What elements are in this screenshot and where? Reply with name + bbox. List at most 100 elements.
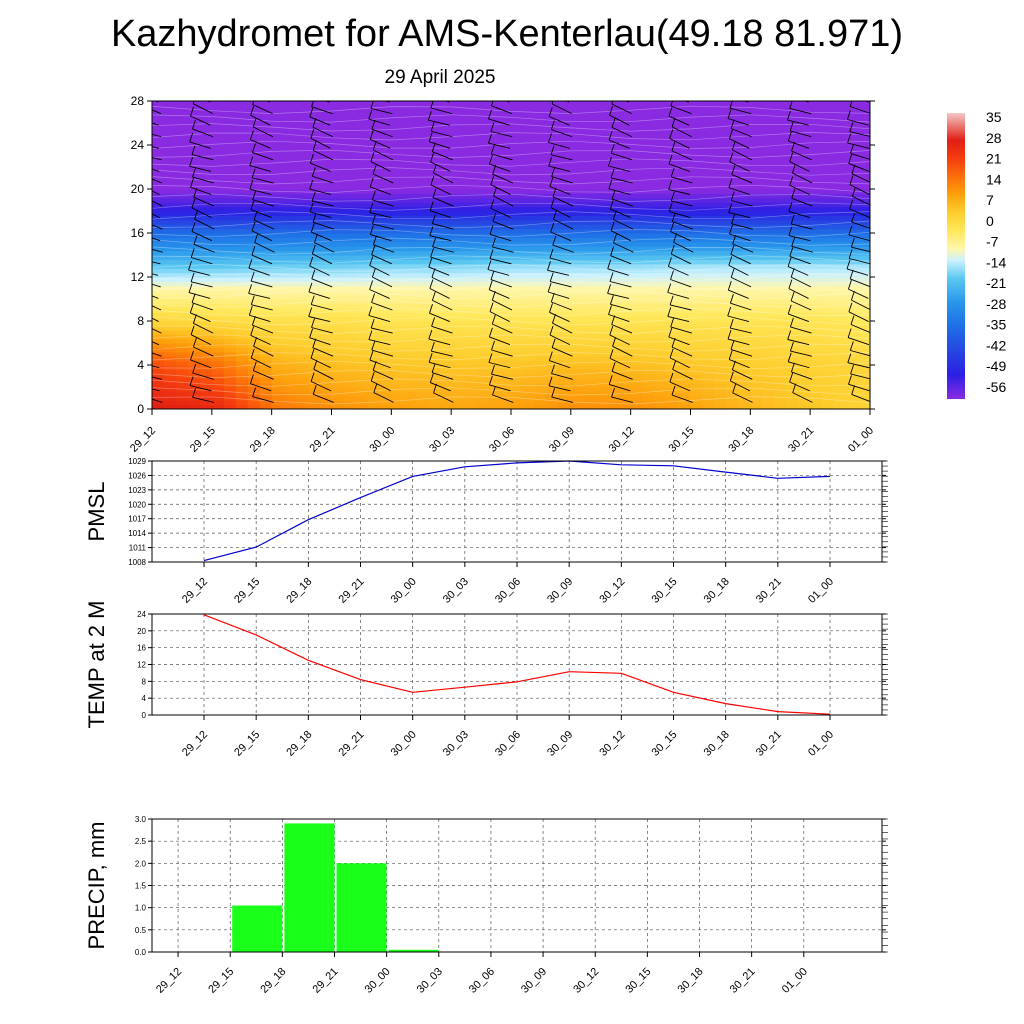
heatmap-cell	[534, 118, 548, 124]
wind-barb-shaft	[612, 345, 633, 357]
heatmap-cell	[331, 215, 345, 221]
heatmap-cell	[271, 162, 285, 168]
heatmap-cell	[163, 131, 177, 137]
heatmap-cell	[714, 171, 727, 177]
wind-barb-shaft	[790, 130, 812, 138]
heatmap-cell	[606, 153, 620, 159]
heatmap-cell	[163, 153, 177, 159]
heatmap-cell	[451, 246, 464, 252]
heatmap-cell	[152, 382, 165, 388]
heatmap-cell	[858, 180, 870, 186]
heatmap-cell	[163, 233, 177, 238]
heatmap-cell	[546, 299, 560, 304]
heatmap-cell	[307, 233, 321, 238]
heatmap-cell	[654, 140, 668, 146]
heatmap-cell	[522, 145, 536, 150]
wind-barb-shaft	[847, 337, 870, 346]
heatmap-cell	[235, 215, 249, 221]
heatmap-cell	[558, 114, 572, 120]
heatmap-cell	[247, 351, 261, 357]
heatmap-cell	[810, 272, 823, 278]
heatmap-cell	[403, 118, 416, 124]
heatmap-cell	[199, 153, 213, 159]
wind-barb-shaft	[491, 373, 514, 380]
heatmap-cell	[630, 294, 644, 300]
heatmap-cell	[283, 369, 297, 375]
heatmap-cell	[487, 325, 500, 331]
heatmap-cell	[810, 193, 823, 199]
heatmap-cell	[439, 290, 452, 296]
heatmap-cell	[319, 202, 333, 208]
heatmap-cell	[355, 334, 368, 340]
wind-barb-shaft	[611, 324, 633, 334]
heatmap-cell	[762, 378, 775, 384]
heatmap-cell	[702, 123, 716, 128]
heatmap-cell	[534, 202, 548, 208]
heatmap-cell	[152, 391, 165, 397]
heatmap-cell	[750, 334, 763, 340]
heatmap-cell	[415, 162, 428, 168]
heatmap-cell	[618, 382, 632, 388]
heatmap-cell	[223, 211, 237, 216]
heatmap-cell	[618, 189, 632, 194]
wind-barb-shaft	[368, 339, 391, 346]
heatmap-cell	[810, 343, 823, 348]
wind-barb-shaft	[248, 267, 270, 276]
heatmap-cell	[331, 395, 345, 401]
heatmap-cell	[534, 131, 548, 137]
heatmap-cell	[666, 206, 680, 212]
heatmap-cell	[642, 193, 656, 199]
heatmap-cell	[199, 404, 213, 409]
heatmap-cell	[822, 351, 835, 357]
wind-barb-shaft	[790, 276, 812, 288]
heatmap-cell	[738, 145, 751, 150]
heatmap-cell	[283, 255, 297, 260]
heatmap-cell	[594, 175, 608, 181]
heatmap-cell	[702, 404, 716, 409]
heatmap-cell	[546, 329, 560, 335]
heatmap-cell	[762, 153, 775, 159]
heatmap-cell	[307, 250, 321, 256]
heatmap-cell	[403, 329, 416, 335]
heatmap-cell	[463, 206, 476, 212]
heatmap-cell	[343, 356, 357, 362]
heatmap-cell	[726, 325, 739, 331]
heatmap-cell	[367, 277, 380, 282]
heatmap-cell	[391, 307, 404, 313]
heatmap-cell	[439, 391, 452, 397]
heatmap-cell	[379, 321, 392, 326]
heatmap-cell	[355, 373, 368, 379]
wind-barb-feather	[430, 342, 435, 352]
heatmap-cell	[642, 224, 656, 230]
heatmap-cell	[463, 153, 476, 159]
heatmap-cell	[834, 382, 847, 388]
heatmap-cell	[415, 382, 428, 388]
heatmap-cell	[343, 373, 357, 379]
wind-barb-feather	[428, 353, 433, 363]
heatmap-cell	[678, 365, 692, 370]
heatmap-cell	[666, 312, 680, 318]
heatmap-cell	[642, 259, 656, 265]
heatmap-cell	[511, 369, 524, 375]
heatmap-cell	[187, 153, 201, 159]
heatmap-cell	[762, 294, 775, 300]
wind-barb-feather	[552, 314, 556, 324]
heatmap-cell	[271, 285, 285, 291]
heatmap-cell	[463, 303, 476, 309]
heatmap-cell	[355, 255, 368, 260]
heatmap-cell	[247, 131, 261, 137]
heatmap-cell	[415, 338, 428, 344]
heatmap-cell	[630, 250, 644, 256]
heatmap-cell	[391, 382, 404, 388]
heatmap-cell	[618, 215, 632, 221]
heatmap-cell	[534, 127, 548, 133]
heatmap-cell	[247, 369, 261, 375]
heatmap-cell	[307, 215, 321, 221]
heatmap-cell	[594, 272, 608, 278]
heatmap-cell	[546, 228, 560, 234]
heatmap-cell	[439, 365, 452, 370]
heatmap-cell	[594, 382, 608, 388]
heatmap-cell	[798, 184, 811, 190]
wind-barb-shaft	[489, 384, 511, 392]
heatmap-cell	[199, 307, 213, 313]
